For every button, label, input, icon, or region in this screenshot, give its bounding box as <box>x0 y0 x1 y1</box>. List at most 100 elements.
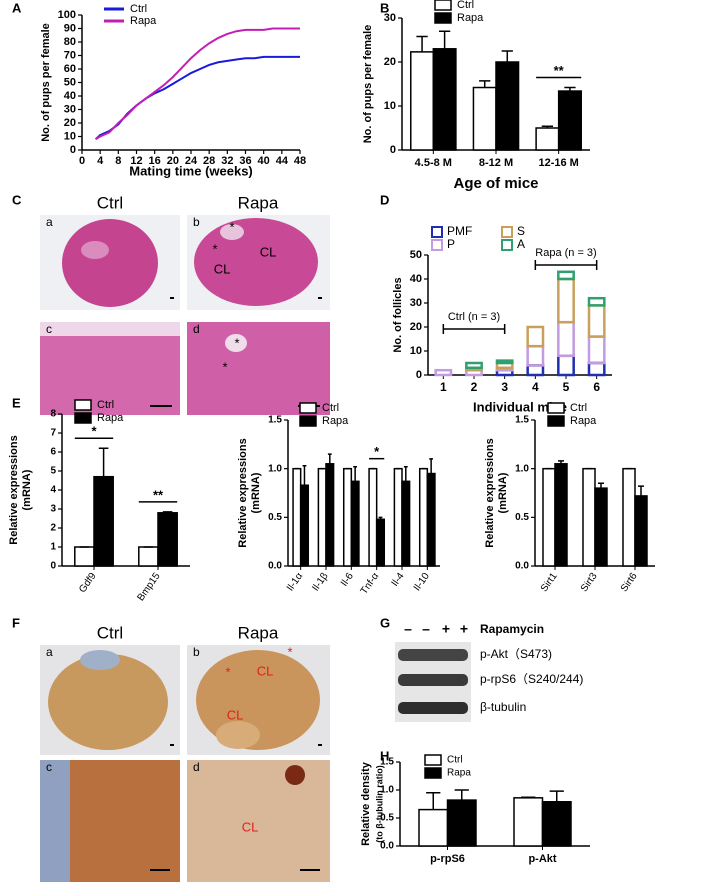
image-header: Ctrl <box>97 193 123 212</box>
x-tick-label: p-Akt <box>528 853 556 865</box>
bar <box>426 472 436 567</box>
ihc-images <box>40 645 330 882</box>
y-tick-label: 40 <box>64 90 76 102</box>
bar <box>554 463 568 567</box>
x-axis-label: Age of mice <box>453 175 538 192</box>
x-tick-label: 0 <box>79 155 85 167</box>
error-bar <box>521 796 536 799</box>
image-header: Ctrl <box>97 623 123 642</box>
x-tick-label: 12 <box>130 155 142 167</box>
band-label: p-Akt（S473) <box>480 647 552 661</box>
error-bar <box>558 460 564 464</box>
bar-segment <box>587 296 606 307</box>
legend-label: Ctrl <box>322 402 339 414</box>
y-tick-label: 90 <box>64 22 76 34</box>
bar <box>74 546 95 567</box>
error-bar <box>564 86 576 92</box>
legend-swatch <box>74 412 92 424</box>
treatment-sign: – <box>422 621 430 637</box>
x-tick-label: 8 <box>115 155 121 167</box>
bar <box>446 799 477 847</box>
image-label: * <box>212 241 217 256</box>
legend-swatch <box>74 399 92 411</box>
bar-segment <box>587 335 606 365</box>
y-tick-label: 1.0 <box>515 463 529 474</box>
y-tick-label: 80 <box>64 36 76 48</box>
bar <box>495 61 520 151</box>
panel-letter: G <box>380 615 390 630</box>
bar-segment <box>526 344 545 367</box>
y-tick-label: 50 <box>410 249 422 261</box>
y-tick-label: 6 <box>50 447 56 458</box>
bar <box>418 808 449 847</box>
legend-label: Rapa <box>130 15 157 27</box>
bar <box>634 495 648 567</box>
y-tick-label: 1.5 <box>268 415 282 426</box>
treatment-sign: – <box>404 621 412 637</box>
x-tick-label: 6 <box>593 380 600 394</box>
bar <box>375 518 386 567</box>
y-tick-label: 7 <box>50 428 56 439</box>
y-axis-label: No. of pups per female <box>40 23 52 142</box>
bar-segment <box>557 270 575 281</box>
y-tick-label: 10 <box>384 100 396 112</box>
legend-swatch <box>431 226 443 238</box>
error-bar <box>403 465 408 482</box>
legend-label: Ctrl <box>97 399 114 411</box>
panel-letter: E <box>12 395 21 410</box>
bar <box>157 512 178 567</box>
x-tick-label: 28 <box>203 155 215 167</box>
image-letter: c <box>46 760 52 774</box>
y-tick-label: 50 <box>64 76 76 88</box>
y-tick-label: 0.0 <box>380 841 394 852</box>
bar <box>622 467 636 567</box>
bar <box>542 467 556 567</box>
y-axis-label: (mRNA) <box>21 469 33 510</box>
x-tick-label: 20 <box>167 155 179 167</box>
error-bar <box>378 516 383 520</box>
error-bar <box>429 458 434 474</box>
x-tick-label: 4 <box>532 380 539 394</box>
y-axis-label: No. of follicles <box>392 277 404 352</box>
bar <box>93 475 114 567</box>
legend-swatch <box>299 402 317 414</box>
y-tick-label: 30 <box>410 297 422 309</box>
bar <box>138 546 159 567</box>
image-letter: d <box>193 322 200 336</box>
legend-label: Ctrl <box>570 402 587 414</box>
y-tick-label: 1.0 <box>268 463 282 474</box>
x-tick-label: 2 <box>471 380 478 394</box>
image-label: CL <box>242 819 259 834</box>
image-label: * <box>234 335 239 350</box>
y-tick-label: 30 <box>64 103 76 115</box>
y-tick-label: 4 <box>50 485 56 496</box>
y-axis-label: Relative expressions <box>484 438 496 547</box>
x-tick-label: 36 <box>239 155 251 167</box>
x-tick-label: 3 <box>501 380 508 394</box>
legend-label: PMF <box>447 224 472 238</box>
annotation: Rapa (n = 3) <box>535 247 596 259</box>
bar <box>541 801 572 847</box>
bar <box>513 797 544 847</box>
error-bar <box>501 50 513 62</box>
panel-letter: H <box>380 748 389 763</box>
image-label: CL <box>227 707 244 722</box>
line-series <box>95 27 300 141</box>
legend-label: Rapa <box>570 415 597 427</box>
bracket <box>442 324 506 334</box>
legend-swatch <box>501 226 513 238</box>
bar <box>582 467 596 567</box>
y-tick-label: 0 <box>50 561 56 572</box>
image-label: CL <box>260 244 277 259</box>
y-axis-label: No. of pups per female <box>362 25 374 144</box>
x-tick-label: Il-4 <box>390 571 407 589</box>
panel-letter: A <box>12 0 22 15</box>
image-header: Rapa <box>238 193 279 212</box>
bar <box>418 467 429 567</box>
y-tick-label: 0.0 <box>515 561 529 572</box>
x-tick-label: Tnf-α <box>359 571 382 597</box>
line-series <box>94 55 300 140</box>
error-bar <box>98 447 109 477</box>
x-axis-label: Individual mice <box>473 399 567 414</box>
